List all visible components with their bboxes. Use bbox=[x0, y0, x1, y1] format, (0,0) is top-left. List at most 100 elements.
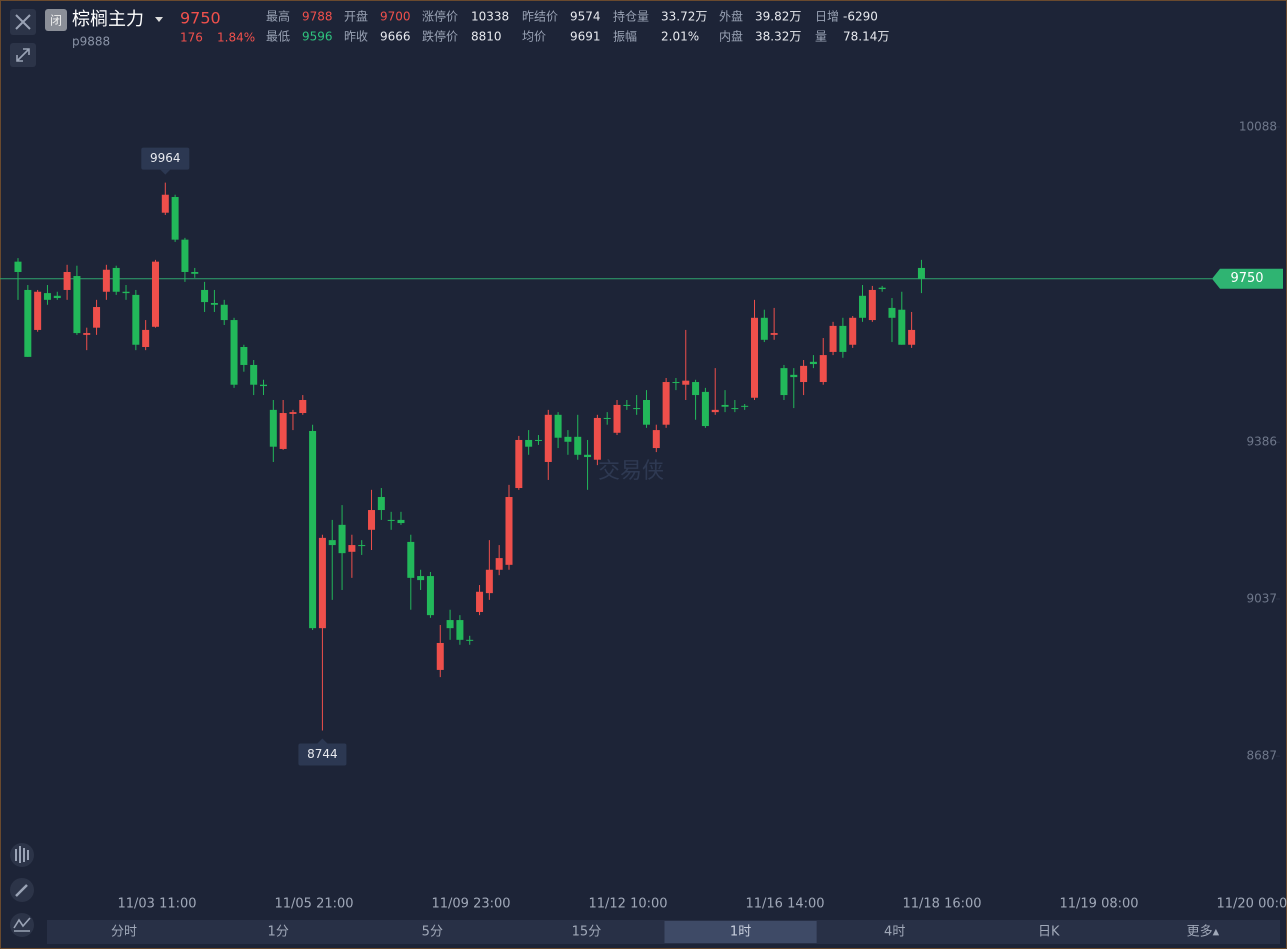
stat-label: 均价 bbox=[522, 30, 546, 44]
candle-body bbox=[534, 439, 542, 441]
stat-label: 昨结价 bbox=[522, 10, 558, 24]
candle-body bbox=[161, 194, 169, 213]
candle-body bbox=[652, 430, 660, 449]
candle-body bbox=[397, 519, 405, 524]
candle-body bbox=[269, 409, 277, 447]
stat-label: 日增 bbox=[815, 10, 839, 24]
candle-body bbox=[917, 267, 925, 279]
candle-body bbox=[731, 408, 739, 410]
candle-body bbox=[613, 404, 621, 433]
period-tab[interactable]: 分时 bbox=[111, 925, 137, 940]
min-label-pointer bbox=[317, 738, 328, 744]
candle-body bbox=[407, 541, 415, 578]
candle-body bbox=[603, 417, 611, 419]
candle-body bbox=[809, 361, 817, 365]
candle-body bbox=[711, 409, 719, 413]
candle-body bbox=[829, 325, 837, 352]
stat-value: 78.14万 bbox=[843, 30, 889, 44]
contract-code: p9888 bbox=[72, 35, 110, 49]
stat-label: 涨停价 bbox=[422, 9, 458, 24]
period-tab[interactable]: 1分 bbox=[268, 925, 289, 940]
candle-body bbox=[770, 333, 778, 335]
x-tick-label: 11/16 14:00 bbox=[745, 897, 824, 912]
candle-body bbox=[299, 399, 307, 414]
period-tab[interactable]: 1时 bbox=[730, 925, 751, 940]
stat-value: -6290 bbox=[843, 10, 878, 24]
stat-value: 39.82万 bbox=[755, 10, 801, 24]
candle-body bbox=[73, 276, 81, 334]
y-tick-label: 8687 bbox=[1246, 749, 1277, 763]
stat-label: 持仓量 bbox=[613, 9, 649, 24]
candle-body bbox=[544, 414, 552, 462]
overlay-button[interactable] bbox=[10, 913, 34, 937]
candle-body bbox=[348, 545, 356, 552]
period-tab[interactable]: 5分 bbox=[422, 925, 443, 940]
candle-body bbox=[181, 239, 189, 272]
candle-body bbox=[417, 576, 425, 581]
stat-value: 8810 bbox=[471, 30, 502, 44]
stat-label: 外盘 bbox=[719, 9, 743, 24]
candle-body bbox=[584, 454, 592, 458]
candle-body bbox=[338, 524, 346, 554]
candle-body bbox=[358, 545, 366, 547]
candle-body bbox=[260, 384, 267, 387]
stat-label: 量 bbox=[815, 30, 827, 44]
candle-body bbox=[14, 261, 22, 272]
stat-value: 9788 bbox=[302, 10, 333, 24]
candle-body bbox=[220, 304, 228, 321]
stat-value: 33.72万 bbox=[661, 10, 707, 24]
period-tab[interactable]: 更多▴ bbox=[1187, 924, 1220, 940]
status-badge-text: 闭 bbox=[50, 14, 62, 28]
candle-body bbox=[466, 639, 474, 641]
candle-body bbox=[741, 405, 749, 407]
candle-body bbox=[593, 417, 601, 460]
candle-body bbox=[672, 382, 680, 384]
draw-button[interactable] bbox=[10, 878, 34, 902]
y-tick-label: 10088 bbox=[1239, 119, 1277, 133]
stat-label: 内盘 bbox=[719, 29, 743, 44]
candle-body bbox=[191, 271, 199, 274]
stat-label: 跌停价 bbox=[422, 29, 458, 44]
candle-body bbox=[93, 307, 101, 328]
candle-body bbox=[682, 380, 690, 385]
shrink-button[interactable] bbox=[10, 43, 36, 67]
candle-body bbox=[426, 576, 434, 616]
candle-body bbox=[505, 497, 513, 565]
candle-body bbox=[515, 439, 523, 489]
candle-body bbox=[53, 295, 61, 299]
candle-body bbox=[790, 374, 798, 378]
stat-label: 开盘 bbox=[344, 9, 368, 24]
candle-body bbox=[436, 642, 444, 670]
candle-body bbox=[456, 620, 464, 640]
candle-body bbox=[485, 569, 493, 594]
contract-name[interactable]: 棕榈主力 bbox=[72, 9, 144, 30]
price-change: 176 bbox=[180, 31, 203, 45]
x-tick-label: 11/20 00:00 bbox=[1216, 897, 1287, 912]
period-tab[interactable]: 4时 bbox=[884, 925, 905, 940]
active-tab[interactable] bbox=[664, 921, 817, 943]
candle-body bbox=[210, 302, 218, 305]
candle-body bbox=[721, 404, 729, 407]
candle-body bbox=[574, 436, 582, 455]
stat-label: 振幅 bbox=[613, 29, 637, 44]
close-button[interactable] bbox=[10, 9, 36, 35]
candle-body bbox=[171, 196, 179, 240]
last-price-tag bbox=[1212, 268, 1283, 289]
candle-body bbox=[142, 329, 150, 347]
candle-body bbox=[112, 267, 120, 292]
x-tick-label: 11/12 10:00 bbox=[588, 897, 667, 912]
indicator-button[interactable] bbox=[10, 843, 34, 867]
period-tab[interactable]: 15分 bbox=[572, 925, 602, 940]
stat-label: 昨收 bbox=[344, 30, 368, 44]
stat-value: 9574 bbox=[570, 10, 601, 24]
candle-body bbox=[701, 391, 709, 427]
period-tab[interactable]: 日K bbox=[1038, 925, 1060, 940]
candle-body bbox=[525, 439, 533, 447]
stat-label: 最高 bbox=[266, 9, 290, 24]
candle-body bbox=[230, 320, 238, 385]
contract-dropdown[interactable] bbox=[155, 17, 163, 22]
candle-body bbox=[908, 329, 916, 345]
stat-value: 38.32万 bbox=[755, 30, 801, 44]
